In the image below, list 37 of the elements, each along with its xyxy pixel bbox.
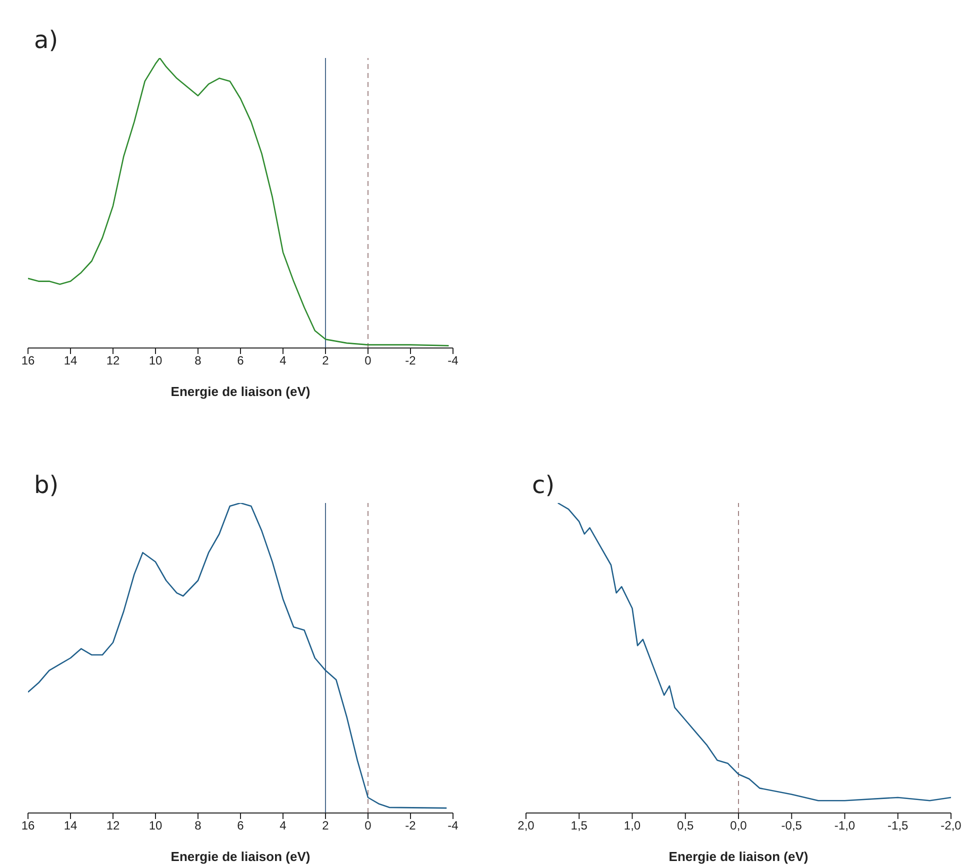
x-tick-label: 16	[21, 354, 35, 368]
x-tick-label: 10	[148, 818, 162, 833]
x-tick-label: 0,5	[677, 818, 694, 833]
x-tick-label: 16	[21, 818, 35, 833]
x-tick-label: -2	[405, 818, 416, 833]
x-tick-label: -2	[405, 354, 416, 368]
x-tick-label: 0	[364, 818, 372, 833]
x-tick-label: 6	[237, 818, 244, 833]
x-tick-label: 12	[106, 818, 120, 833]
text: a)	[34, 26, 58, 54]
x-tick-label: 14	[64, 354, 78, 368]
x-tick-label: 6	[237, 354, 244, 368]
x-tick-label: 0	[364, 354, 372, 368]
text: b)	[34, 471, 59, 499]
x-tick-label: -4	[448, 818, 459, 833]
x-tick-label: -1,5	[888, 818, 909, 833]
x-axis-title: Energie de liaison (eV)	[170, 849, 310, 864]
x-tick-label: 14	[64, 818, 78, 833]
x-tick-label: 4	[280, 818, 287, 833]
x-tick-label: 4	[280, 354, 287, 368]
x-tick-label: -2,0	[940, 818, 962, 833]
x-tick-label: 2	[322, 354, 330, 368]
x-axis-title: Energie de liaison (eV)	[170, 384, 310, 399]
x-tick-label: 8	[194, 354, 202, 368]
x-tick-label: 12	[106, 354, 120, 368]
x-tick-label: 1,0	[624, 818, 641, 833]
x-tick-label: 2,0	[518, 818, 535, 833]
x-tick-label: -0,5	[781, 818, 802, 833]
x-tick-label: 8	[194, 818, 202, 833]
text: c)	[532, 471, 555, 499]
x-axis-title: Energie de liaison (eV)	[668, 849, 808, 864]
x-tick-label: -4	[448, 354, 459, 368]
x-tick-label: 2	[322, 818, 330, 833]
x-tick-label: 1,5	[570, 818, 588, 833]
x-tick-label: -1,0	[834, 818, 856, 833]
x-tick-label: 0,0	[730, 818, 748, 833]
x-tick-label: 10	[148, 354, 162, 368]
